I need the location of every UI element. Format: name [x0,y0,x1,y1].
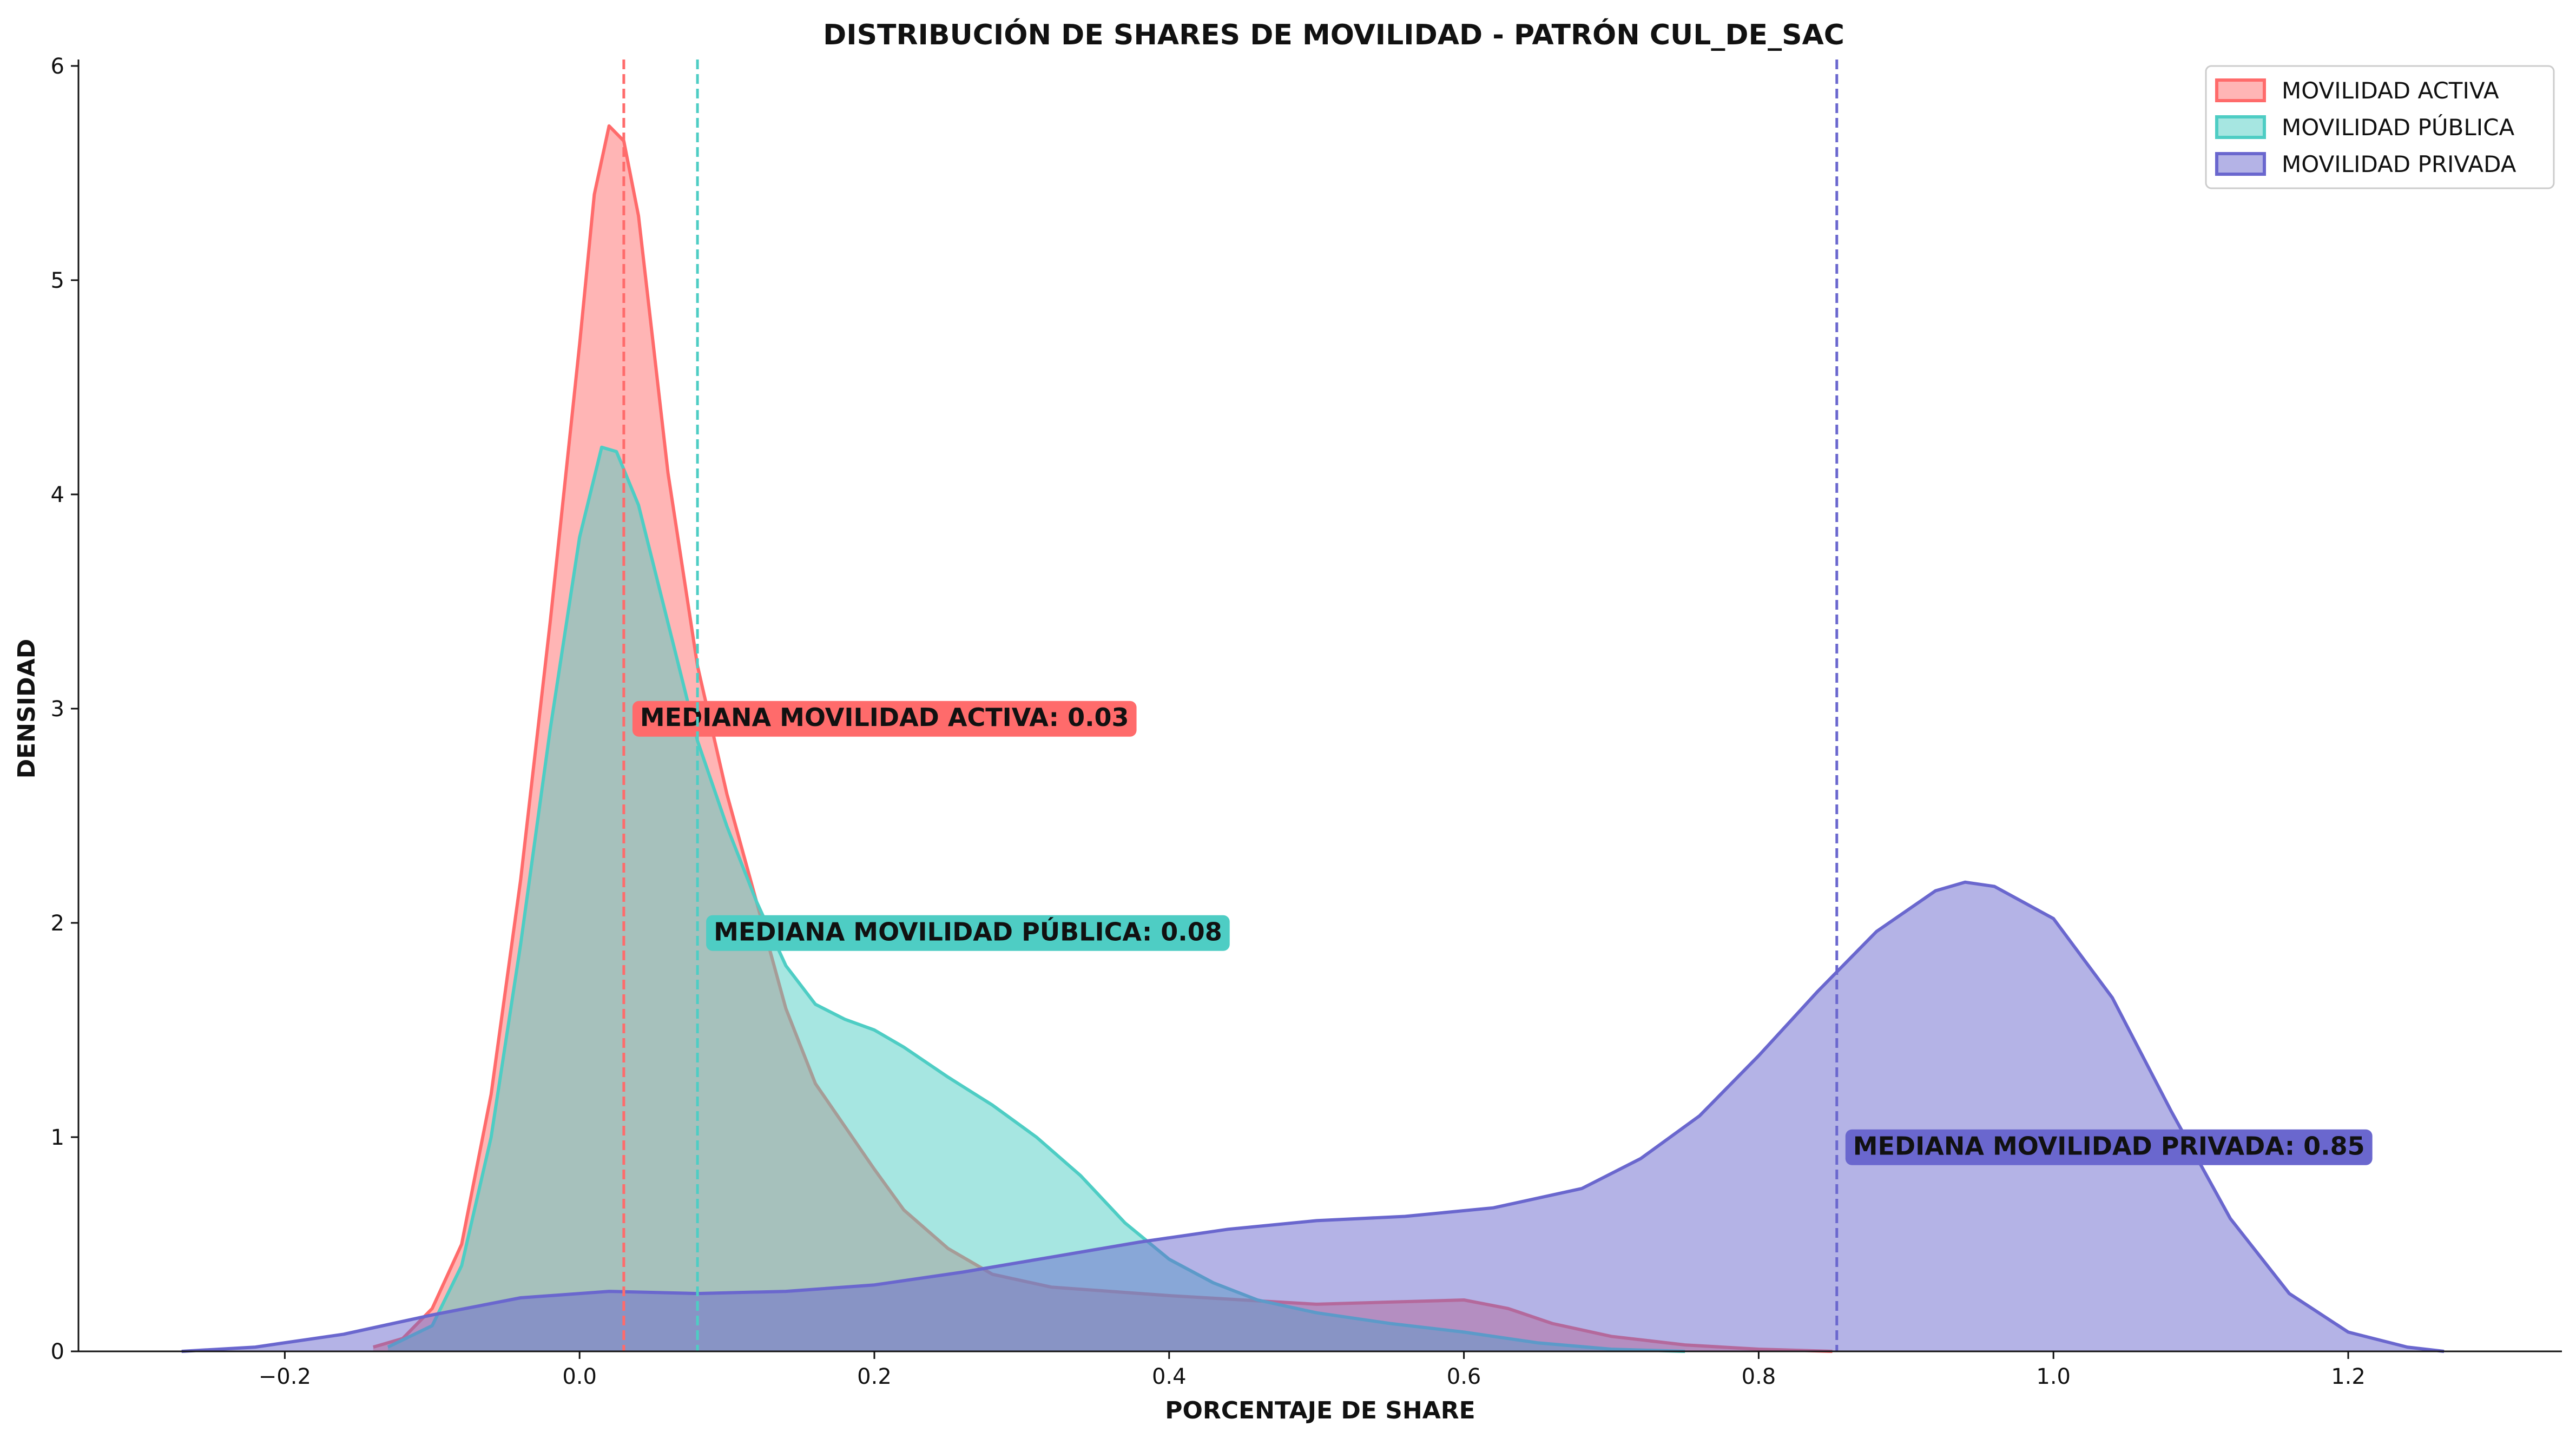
x-tick-label: 0.6 [1447,1364,1481,1389]
y-tick-label: 1 [51,1125,64,1150]
legend-label-2: MOVILIDAD PRIVADA [2282,151,2516,177]
median-label-box-1 [706,915,1230,951]
chart-title: DISTRIBUCIÓN DE SHARES DE MOVILIDAD - PA… [823,18,1844,51]
legend: MOVILIDAD ACTIVA MOVILIDAD PÚBLICA MOVILID… [2205,65,2555,189]
x-tick-label: 0.2 [857,1364,892,1389]
x-axis-label: PORCENTAJE DE SHARE [1165,1397,1475,1424]
y-tick-label: 3 [51,697,64,722]
x-tick-label: 1.2 [2331,1364,2366,1389]
y-axis-label: DENSIDAD [13,639,41,779]
y-tick-label: 0 [51,1339,64,1364]
x-tick-label: 0.4 [1152,1364,1187,1389]
legend-label-1: MOVILIDAD PÚBLICA [2282,114,2514,141]
median-label-box-2 [1845,1129,2373,1165]
x-tick-label: −0.2 [259,1364,311,1389]
y-tick-label: 6 [51,54,64,79]
median-label-1: MEDIANA MOVILIDAD PÚBLICA: 0.08 [714,917,1222,946]
median-label-box-0 [632,701,1137,737]
legend-frame [2205,65,2555,189]
legend-swatch-0 [2215,78,2266,102]
density-area-2 [181,882,2445,1351]
y-tick-label: 5 [51,268,64,293]
x-tick-label: 0.0 [562,1364,597,1389]
density-line-2 [181,880,2445,1353]
legend-swatch-1 [2215,115,2266,139]
density-area-1 [388,447,1685,1351]
median-label-2: MEDIANA MOVILIDAD PRIVADA: 0.85 [1853,1131,2365,1160]
x-tick-label: 0.8 [1742,1364,1776,1389]
median-label-0: MEDIANA MOVILIDAD ACTIVA: 0.03 [640,703,1129,732]
x-tick-label: 1.0 [2036,1364,2071,1389]
plot-area: MEDIANA MOVILIDAD ACTIVA: 0.03 MEDIANA MO… [51,54,2562,1389]
legend-label-0: MOVILIDAD ACTIVA [2282,77,2499,104]
y-tick-label: 2 [51,911,64,936]
legend-swatch-2 [2215,152,2266,176]
y-tick-label: 4 [51,483,64,507]
